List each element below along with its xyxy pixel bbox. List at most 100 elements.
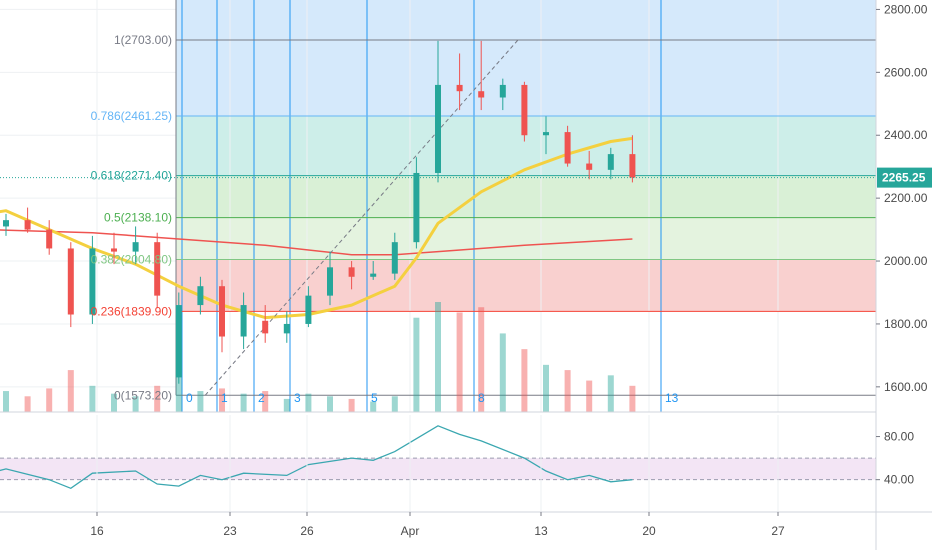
time-zone-label: 13 — [665, 391, 679, 405]
time-zone-label: 3 — [294, 391, 301, 405]
rsi-band — [0, 458, 876, 480]
volume-bar — [219, 388, 225, 412]
ma-yellow-line — [0, 136, 633, 320]
candle-body — [607, 154, 614, 170]
moving-averages — [0, 136, 633, 320]
volume-bar — [435, 302, 441, 412]
price-tick-label: 1800.00 — [884, 317, 928, 331]
candle-body — [456, 84, 463, 92]
candle-body — [521, 84, 528, 136]
price-tick-label: 2600.00 — [884, 65, 928, 79]
candle-body — [586, 163, 593, 170]
candle-body — [413, 172, 420, 243]
date-tick-label: Apr — [401, 524, 420, 538]
fib-zone — [176, 311, 876, 396]
candle-body — [89, 248, 96, 315]
fib-level-label: 0.786(2461.25) — [91, 109, 172, 123]
fib-zone — [176, 175, 876, 218]
fib-level-label: 0(1573.20) — [114, 388, 172, 402]
price-tick-label: 1600.00 — [884, 380, 928, 394]
date-tick-label: 23 — [223, 524, 237, 538]
fib-lines — [175, 0, 876, 396]
fib-time-zones — [181, 0, 662, 412]
price-tick-label: 2000.00 — [884, 254, 928, 268]
volume-bar — [370, 401, 377, 412]
price-tick-label: 2800.00 — [884, 2, 928, 16]
volume-bars — [3, 302, 636, 412]
candle-body — [175, 305, 182, 378]
volume-bar — [499, 333, 506, 412]
candles — [3, 40, 636, 384]
candle-body — [262, 320, 269, 334]
volume-bar — [327, 396, 333, 412]
price-axis-bg — [876, 0, 932, 550]
volume-bar — [456, 312, 463, 412]
candle-body — [327, 267, 333, 296]
volume-bar — [24, 396, 31, 412]
volume-bar — [283, 398, 290, 412]
trend-line-dashed — [204, 39, 519, 396]
fib-level-label: 0.236(1839.90) — [91, 304, 172, 318]
volume-bar — [197, 391, 204, 412]
candle-body — [154, 242, 161, 296]
volume-bar — [629, 385, 636, 412]
fib-fills — [0, 0, 876, 412]
rsi-line — [0, 425, 633, 490]
candle-body — [391, 242, 398, 274]
fib-zone — [176, 217, 876, 260]
candle-body — [24, 220, 31, 230]
candle-body — [305, 295, 312, 324]
date-tick-label: 20 — [642, 524, 656, 538]
volume-bar — [3, 391, 9, 412]
fib-level-label: 0.5(2138.10) — [104, 211, 172, 225]
volume-bar — [543, 364, 549, 412]
candle-body — [478, 91, 485, 98]
last-price-label: 2265.25 — [882, 171, 926, 185]
volume-bar — [240, 393, 247, 412]
volume-bar — [391, 396, 398, 412]
volume-bar — [46, 388, 53, 412]
candle-body — [370, 273, 377, 277]
fib-labels: 1(2703.00) 0.786(2461.25) 0.618(2271.40) 0.… — [91, 33, 172, 402]
volume-bar — [154, 385, 161, 412]
time-zone-label: 2 — [258, 391, 265, 405]
ma-red-line — [0, 229, 633, 256]
candle-body — [435, 84, 441, 173]
price-tick-label: 2200.00 — [884, 191, 928, 205]
volume-bar — [413, 317, 420, 412]
volume-bar — [67, 370, 74, 412]
last-price-tag — [877, 167, 932, 188]
volume-bar — [478, 307, 485, 412]
candle-body — [132, 242, 139, 252]
volume-bar — [348, 398, 355, 412]
time-zone-label: 5 — [371, 391, 378, 405]
candle-body — [67, 248, 74, 315]
fib-level-label: 0.382(2004.80) — [91, 253, 172, 267]
trend-line — [204, 39, 519, 396]
time-zone-label: 8 — [478, 391, 485, 405]
volume-bar — [262, 391, 269, 412]
candle-body — [240, 305, 247, 337]
volume-bar — [564, 370, 571, 412]
price-tick-label: 2400.00 — [884, 128, 928, 142]
time-zone-labels: 0 1 2 3 5 8 13 — [186, 391, 679, 405]
candle-body — [46, 229, 53, 249]
date-tick-label: 26 — [300, 524, 314, 538]
volume-bar — [586, 380, 593, 412]
fib-zone-top — [176, 0, 876, 40]
volume-bar — [132, 396, 139, 412]
time-zone-label: 1 — [221, 391, 228, 405]
candle-body — [543, 132, 549, 136]
fib-level-label: 1(2703.00) — [114, 33, 172, 47]
volume-bar — [607, 375, 614, 412]
volume-bar — [305, 393, 312, 412]
candle-body — [111, 248, 117, 252]
candle-body — [283, 323, 290, 334]
rsi-tick-label: 40.00 — [884, 473, 914, 487]
candle-body — [629, 154, 636, 178]
rsi-pane — [0, 415, 876, 512]
candle-body — [499, 84, 506, 98]
volume-bar — [521, 349, 528, 412]
